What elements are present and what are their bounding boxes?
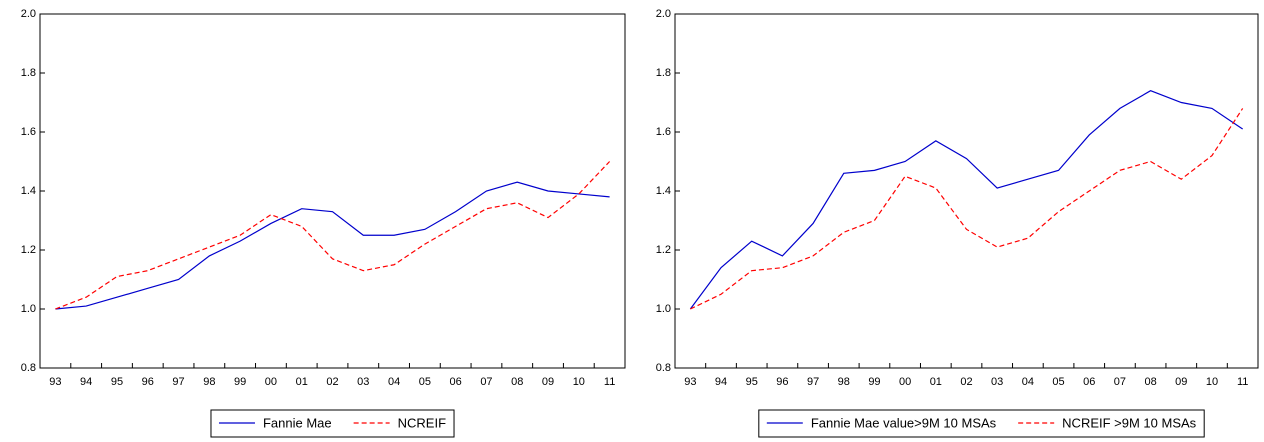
legend-label: Fannie Mae (263, 415, 332, 430)
series-line (689, 90, 1243, 310)
x-tick-label: 98 (838, 376, 850, 388)
y-tick-label: 1.8 (656, 67, 671, 79)
x-tick-label: 93 (684, 376, 696, 388)
y-tick-label: 1.0 (656, 303, 671, 315)
x-tick-label: 98 (203, 376, 215, 388)
x-tick-label: 08 (511, 376, 523, 388)
series-line (55, 161, 611, 310)
y-tick-label: 1.6 (656, 126, 671, 138)
x-tick-label: 09 (1175, 376, 1187, 388)
y-tick-label: 0.8 (21, 362, 36, 374)
x-tick-label: 95 (746, 376, 758, 388)
x-tick-label: 94 (715, 376, 727, 388)
x-tick-label: 97 (172, 376, 184, 388)
x-tick-label: 96 (142, 376, 154, 388)
x-tick-label: 03 (357, 376, 369, 388)
y-tick-label: 1.0 (21, 303, 36, 315)
x-tick-label: 02 (960, 376, 972, 388)
x-tick-label: 01 (930, 376, 942, 388)
legend-label: Fannie Mae value>9M 10 MSAs (811, 415, 997, 430)
x-tick-label: 10 (1206, 376, 1218, 388)
y-tick-label: 1.8 (21, 67, 36, 79)
y-tick-label: 2.0 (656, 8, 671, 20)
y-tick-label: 1.2 (21, 244, 36, 256)
legend-label: NCREIF (398, 415, 446, 430)
y-tick-label: 2.0 (21, 8, 36, 20)
chart: 0.8 1.0 1.2 1.4 1.6 1.8 2.0 93 94 95 96 97 98 99 00 01 0… (21, 8, 626, 438)
x-tick-label: 11 (1237, 376, 1248, 388)
x-tick-label: 95 (111, 376, 123, 388)
x-tick-label: 97 (807, 376, 819, 388)
x-tick-label: 02 (326, 376, 338, 388)
x-tick-label: 94 (80, 376, 92, 388)
plot-frame (674, 13, 1259, 369)
x-tick-label: 04 (388, 376, 400, 388)
x-tick-label: 00 (265, 376, 277, 388)
x-tick-label: 01 (296, 376, 308, 388)
x-tick-label: 08 (1144, 376, 1156, 388)
y-tick-label: 1.6 (21, 126, 36, 138)
y-tick-label: 0.8 (656, 362, 671, 374)
x-tick-label: 11 (604, 376, 615, 388)
x-tick-label: 04 (1022, 376, 1034, 388)
series-line (55, 181, 610, 310)
x-tick-label: 93 (49, 376, 61, 388)
y-tick-label: 1.4 (656, 185, 671, 197)
x-tick-label: 05 (419, 376, 431, 388)
x-tick-label: 03 (991, 376, 1003, 388)
x-tick-label: 06 (450, 376, 462, 388)
x-tick-label: 05 (1052, 376, 1064, 388)
x-tick-label: 00 (899, 376, 911, 388)
y-tick-label: 1.4 (21, 185, 36, 197)
chart: 0.8 1.0 1.2 1.4 1.6 1.8 2.0 93 94 95 96 97 98 99 00 01 0… (656, 8, 1259, 438)
x-tick-label: 99 (868, 376, 880, 388)
x-tick-label: 09 (542, 376, 554, 388)
x-tick-label: 06 (1083, 376, 1095, 388)
x-tick-label: 07 (480, 376, 492, 388)
x-tick-label: 07 (1114, 376, 1126, 388)
y-tick-label: 1.2 (656, 244, 671, 256)
x-tick-label: 99 (234, 376, 246, 388)
x-tick-label: 96 (776, 376, 788, 388)
legend-box (758, 409, 1205, 438)
legend-label: NCREIF >9M 10 MSAs (1062, 415, 1197, 430)
plot-frame (39, 13, 626, 369)
legend: Fannie Mae NCREIF (210, 409, 455, 438)
x-tick-label: 10 (573, 376, 585, 388)
legend: Fannie Mae value>9M 10 MSAs NCREIF >9M 10… (758, 409, 1205, 438)
series-line (690, 108, 1244, 310)
